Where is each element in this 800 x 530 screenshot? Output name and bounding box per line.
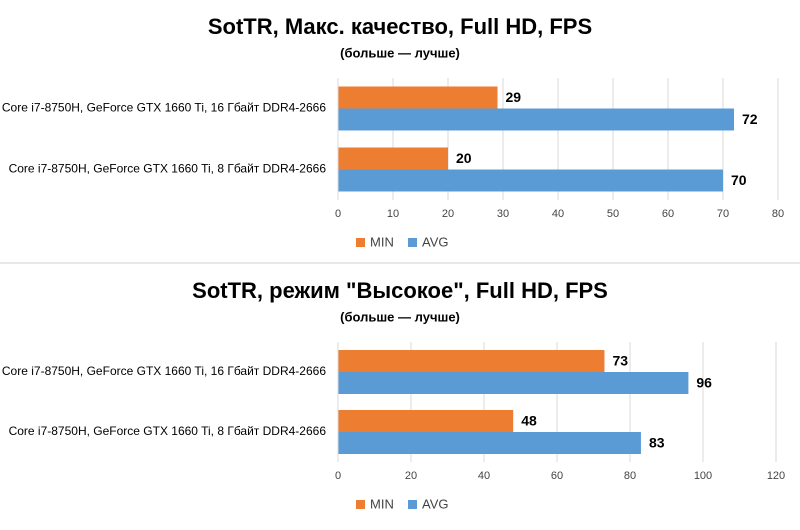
bar	[338, 432, 641, 454]
x-tick-label: 80	[624, 470, 636, 482]
x-tick-label: 40	[478, 470, 490, 482]
bar	[338, 410, 514, 432]
x-tick-label: 60	[551, 470, 563, 482]
bar	[338, 169, 723, 192]
x-tick-label: 60	[662, 208, 674, 220]
x-tick-label: 70	[717, 208, 729, 220]
bar	[338, 147, 448, 170]
x-tick-label: 120	[767, 470, 785, 482]
data-label: 83	[649, 435, 665, 451]
data-label: 70	[731, 172, 747, 188]
x-tick-label: 50	[607, 208, 619, 220]
x-tick-label: 0	[335, 470, 341, 482]
legend-swatch	[356, 500, 365, 509]
y-tick-label: Core i7-8750H, GeForce GTX 1660 Ti, 16 Г…	[2, 101, 326, 115]
x-tick-label: 20	[442, 208, 454, 220]
y-tick-label: Core i7-8750H, GeForce GTX 1660 Ti, 8 Гб…	[9, 162, 327, 176]
x-tick-label: 40	[552, 208, 564, 220]
data-label: 96	[696, 375, 712, 391]
bar	[338, 350, 605, 372]
data-label: 48	[521, 413, 537, 429]
legend-label: MIN	[370, 496, 394, 511]
legend-label: AVG	[422, 496, 449, 511]
x-tick-label: 20	[405, 470, 417, 482]
data-label: 29	[506, 89, 522, 105]
legend-swatch	[408, 238, 417, 247]
data-label: 72	[742, 111, 758, 127]
bar	[338, 372, 689, 394]
y-tick-label: Core i7-8750H, GeForce GTX 1660 Ti, 16 Г…	[2, 364, 326, 378]
legend-swatch	[356, 238, 365, 247]
chart-subtitle: (больше — лучше)	[340, 45, 460, 60]
y-tick-label: Core i7-8750H, GeForce GTX 1660 Ti, 8 Гб…	[9, 424, 327, 438]
legend-swatch	[408, 500, 417, 509]
x-tick-label: 0	[335, 208, 341, 220]
chart-title: SotTR, режим "Высокое", Full HD, FPS	[192, 278, 608, 303]
legend-label: MIN	[370, 234, 394, 249]
bar	[338, 108, 734, 131]
x-tick-label: 100	[694, 470, 712, 482]
data-label: 20	[456, 150, 472, 166]
data-label: 73	[612, 353, 628, 369]
legend-label: AVG	[422, 234, 449, 249]
x-tick-label: 80	[772, 208, 784, 220]
chart-title: SotTR, Макс. качество, Full HD, FPS	[208, 14, 592, 39]
x-tick-label: 30	[497, 208, 509, 220]
chart-subtitle: (больше — лучше)	[340, 309, 460, 324]
bar	[338, 86, 498, 109]
x-tick-label: 10	[387, 208, 399, 220]
